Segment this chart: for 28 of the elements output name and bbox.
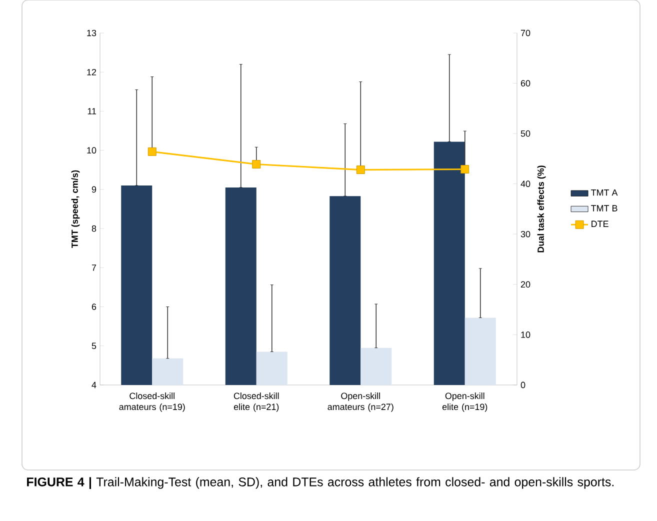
- y-tick-label: 7: [92, 264, 96, 271]
- y2-tick-label: 60: [520, 80, 530, 86]
- y-tick-label: 4: [92, 382, 96, 388]
- y-tick-label: 8: [92, 225, 96, 232]
- y-tick-label: 12: [87, 68, 96, 76]
- x-tick-label: Closed-skill amateurs (n=19): [119, 392, 185, 412]
- y-tick-label: 13: [87, 30, 96, 36]
- legend-label: DTE: [592, 220, 608, 227]
- y2-axis-title: Dual task effects (%): [537, 166, 546, 252]
- x-tick-label: Open-skill amateurs (n=27): [328, 392, 394, 412]
- y2-tick-label: 70: [520, 30, 530, 36]
- y-tick-label: 6: [92, 304, 96, 310]
- legend-label: TMT B: [591, 205, 618, 212]
- legend-label: TMT A: [591, 190, 618, 196]
- y2-tick-label: 20: [520, 281, 530, 288]
- y2-tick-label: 40: [520, 180, 530, 188]
- y2-tick-label: 50: [520, 130, 530, 137]
- y2-tick-label: 10: [521, 332, 530, 338]
- y-tick-label: 9: [92, 186, 96, 193]
- y2-tick-label: 30: [520, 230, 530, 238]
- text: FIGURE 4 | Trail-Making-Test (mean, SD), and DTEs across athletes from closed- and open-skills sports.: [27, 477, 614, 489]
- x-tick-label: Closed-skill elite (n=21): [234, 392, 279, 412]
- y2-tick-label: 0: [520, 382, 526, 388]
- x-tick-label: Open-skill elite (n=19): [442, 392, 488, 412]
- y-axis-title: TMT (speed, cm/s): [71, 170, 80, 248]
- y-tick-label: 11: [88, 108, 96, 114]
- y-tick-label: 10: [87, 147, 96, 154]
- y-tick-label: 5: [92, 342, 96, 350]
